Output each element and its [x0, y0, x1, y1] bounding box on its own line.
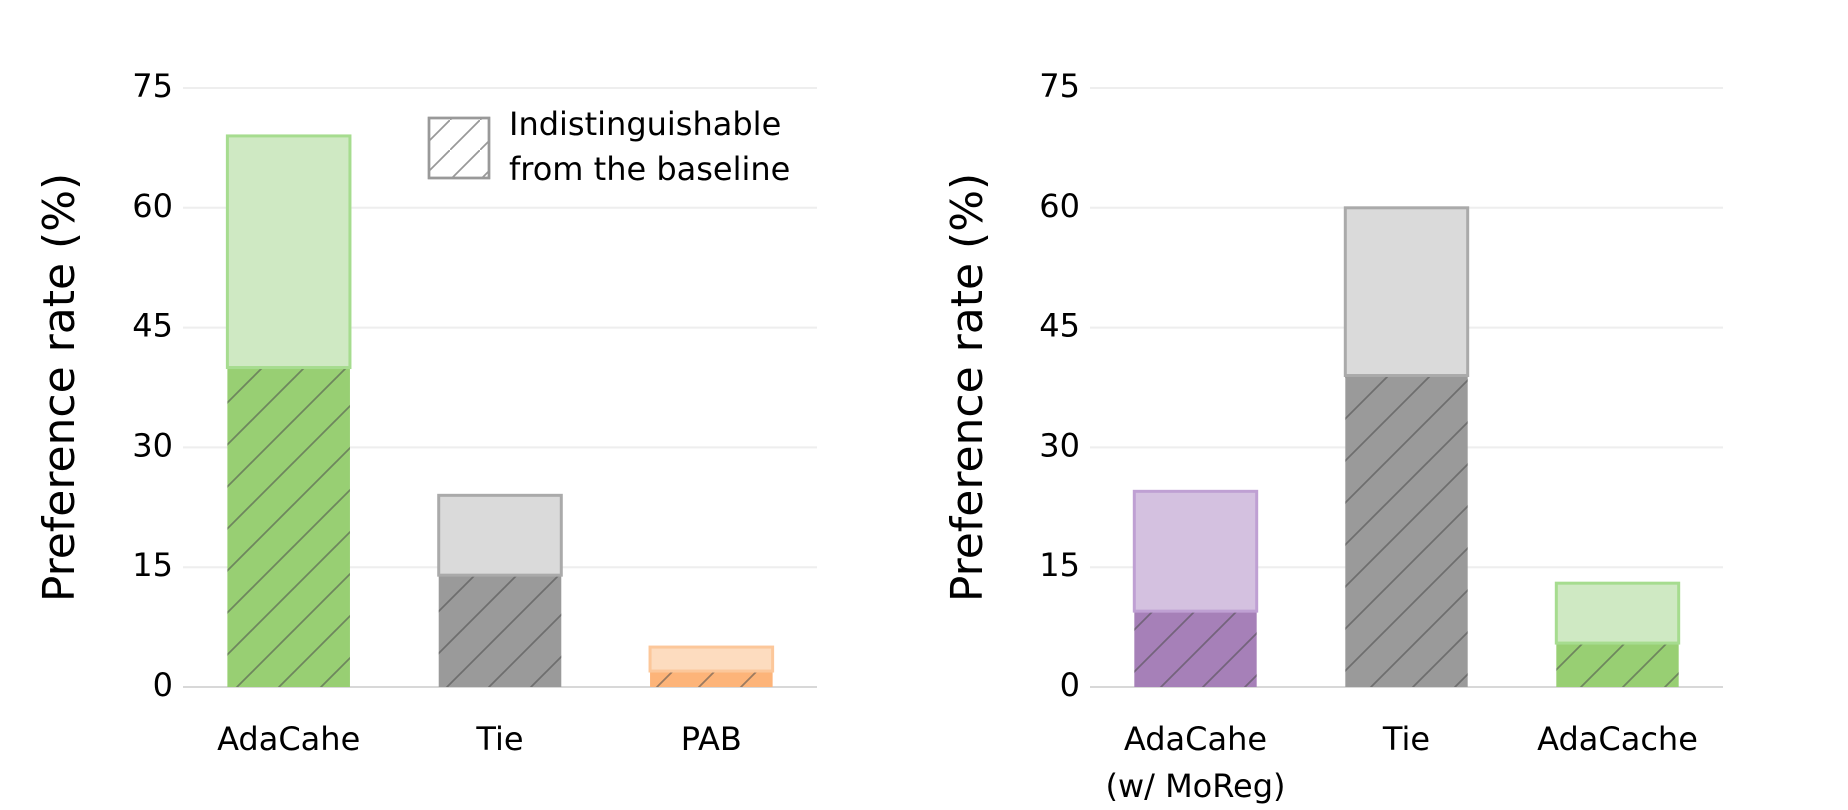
- y-tick-label: 30: [1039, 426, 1080, 464]
- y-tick-label: 45: [1039, 307, 1080, 345]
- y-axis-label: Preference rate (%): [34, 173, 85, 602]
- y-tick-label: 60: [1039, 187, 1080, 225]
- x-tick-label: Tie: [1382, 720, 1430, 758]
- x-tick-label: PAB: [681, 720, 742, 758]
- bar-segment: [437, 493, 563, 577]
- y-tick-label: 15: [132, 546, 173, 584]
- legend-label: Indistinguishable: [509, 105, 781, 143]
- x-tick-label: AdaCache: [1537, 720, 1698, 758]
- bar-hatch: [1134, 611, 1257, 687]
- y-tick-label: 60: [132, 187, 173, 225]
- bar-segment: [648, 645, 775, 673]
- bar-hatch: [650, 671, 773, 687]
- y-tick-label: 75: [1039, 67, 1080, 105]
- x-tick-label: (w/ MoReg): [1105, 767, 1285, 805]
- bar-segment: [1554, 581, 1681, 645]
- bar-hatch: [438, 575, 562, 687]
- bar-hatch: [1345, 375, 1468, 687]
- y-axis-label: Preference rate (%): [942, 173, 993, 602]
- bar-hatch: [227, 367, 350, 687]
- bar-segment: [225, 134, 352, 370]
- x-tick-label: AdaCahe: [217, 720, 360, 758]
- bar-segment: [1132, 489, 1259, 613]
- y-tick-label: 75: [132, 67, 173, 105]
- y-tick-label: 30: [132, 426, 173, 464]
- y-tick-label: 15: [1039, 546, 1080, 584]
- bar-segment: [1343, 206, 1470, 378]
- legend-swatch-hatch: [427, 116, 491, 180]
- bar-hatch: [1556, 643, 1679, 687]
- x-tick-label: AdaCahe: [1124, 720, 1267, 758]
- legend-label: from the baseline: [509, 150, 790, 188]
- y-tick-label: 45: [132, 307, 173, 345]
- y-tick-label: 0: [1060, 666, 1080, 704]
- y-tick-label: 0: [153, 666, 173, 704]
- x-tick-label: Tie: [475, 720, 523, 758]
